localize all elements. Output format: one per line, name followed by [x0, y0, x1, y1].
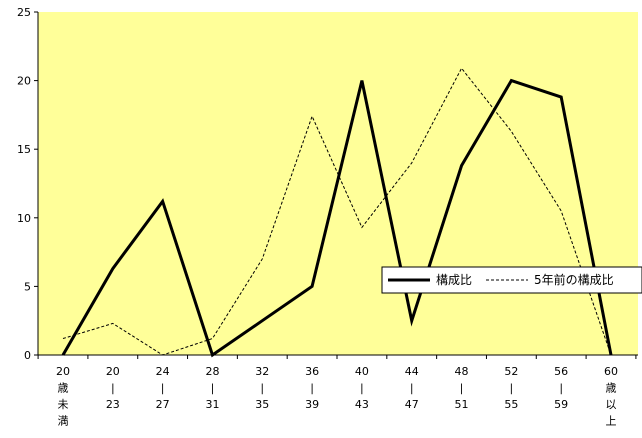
x-tick-label-line: |	[161, 382, 165, 395]
x-tick-label-line: 24	[156, 365, 170, 378]
x-tick-label-line: 23	[106, 398, 120, 411]
legend-label: 構成比	[436, 273, 472, 287]
x-tick-label-line: 未	[58, 398, 69, 411]
x-tick-label-line: 20	[56, 365, 70, 378]
x-tick-label-line: |	[460, 382, 464, 395]
x-tick-label: 48 | 51	[455, 365, 469, 411]
x-tick-label-line: 27	[156, 398, 170, 411]
x-tick-label-line: 47	[405, 398, 419, 411]
x-tick-label: 60 歳以上	[604, 365, 618, 428]
y-tick-label: 10	[17, 212, 31, 225]
x-tick-label: 20 歳未満	[56, 365, 70, 428]
y-tick-label: 0	[24, 349, 31, 362]
series-line-1	[61, 78, 613, 358]
y-tick-label: 20	[17, 75, 31, 88]
x-tick-label-line: 48	[455, 365, 469, 378]
x-tick-label-line: 36	[305, 365, 319, 378]
x-tick-label-line: |	[510, 382, 514, 395]
x-tick-label: 20 | 23	[106, 365, 120, 411]
x-tick-label: 44 | 47	[405, 365, 419, 411]
x-tick-label-line: |	[310, 382, 314, 395]
x-tick-label-line: 上	[606, 415, 617, 428]
x-tick-label: 56 | 59	[554, 365, 568, 411]
x-tick-label: 24 | 27	[156, 365, 170, 411]
series-line-2	[62, 67, 612, 356]
x-tick-label-line: 40	[355, 365, 369, 378]
x-tick-label: 36 | 39	[305, 365, 319, 411]
legend-label: 5年前の構成比	[534, 272, 614, 287]
x-tick-label-line: 歳	[606, 382, 617, 395]
x-tick-label-line: |	[211, 382, 215, 395]
x-tick-label-line: 55	[504, 398, 518, 411]
x-tick-label-line: |	[360, 382, 364, 395]
x-tick-label-line: 31	[205, 398, 219, 411]
x-tick-label-line: |	[111, 382, 115, 395]
x-tick-label-line: 51	[455, 398, 469, 411]
x-tick-label-line: 満	[58, 415, 69, 428]
x-tick-label: 28 | 31	[205, 365, 219, 411]
x-tick-label-line: 20	[106, 365, 120, 378]
y-tick-label: 25	[17, 6, 31, 19]
x-tick-label-line: 52	[504, 365, 518, 378]
x-tick-label-line: 39	[305, 398, 319, 411]
y-tick-label: 5	[24, 280, 31, 293]
y-axis-ticks: 0 5 10 15 20 25	[17, 6, 38, 362]
series-lines	[61, 67, 613, 358]
x-tick-label-line: |	[559, 382, 563, 395]
x-tick-label-line: 44	[405, 365, 419, 378]
x-tick-label-line: 60	[604, 365, 618, 378]
x-tick-label: 32 | 35	[255, 365, 269, 411]
x-tick-label-line: 35	[255, 398, 269, 411]
x-tick-label-line: 59	[554, 398, 568, 411]
y-tick-label: 15	[17, 143, 31, 156]
x-tick-label-line: 歳	[58, 382, 69, 395]
x-tick-label-line: 28	[205, 365, 219, 378]
x-tick-label-line: 56	[554, 365, 568, 378]
x-tick-label-line: |	[260, 382, 264, 395]
x-tick-label-line: |	[410, 382, 414, 395]
x-tick-label-line: 以	[606, 398, 617, 411]
x-tick-label: 40 | 43	[355, 365, 369, 411]
legend: 構成比 5年前の構成比	[381, 266, 642, 294]
x-tick-label: 52 | 55	[504, 365, 518, 411]
x-tick-label-line: 32	[255, 365, 269, 378]
x-tick-label-line: 43	[355, 398, 369, 411]
